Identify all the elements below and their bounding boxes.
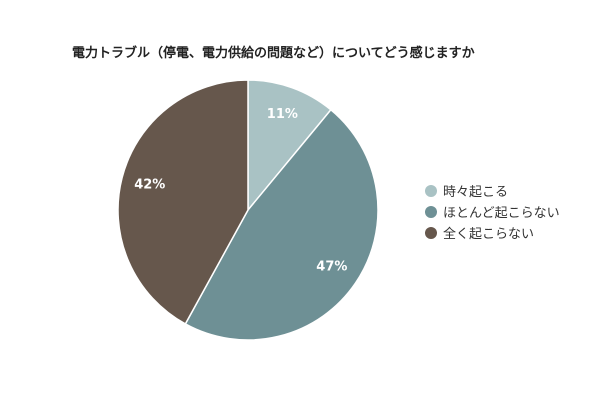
chart-legend: 時々起こる ほとんど起こらない 全く起こらない xyxy=(425,180,560,243)
slice-data-label-2: 42% xyxy=(134,177,165,192)
legend-swatch-1 xyxy=(425,205,437,218)
pie-slice-2[interactable] xyxy=(117,79,249,325)
legend-item[interactable]: 時々起こる xyxy=(425,180,560,201)
slice-data-label-1: 47% xyxy=(316,259,347,274)
slice-data-label-0: 11% xyxy=(267,107,298,122)
legend-label: 全く起こらない xyxy=(443,227,535,242)
legend-item[interactable]: ほとんど起こらない xyxy=(425,201,560,222)
pie-slice-1[interactable] xyxy=(184,108,379,341)
legend-label: 時々起こる xyxy=(443,185,509,200)
legend-label: ほとんど起こらない xyxy=(443,206,560,221)
legend-swatch-2 xyxy=(425,226,437,239)
pie-slice-0[interactable] xyxy=(247,79,332,213)
legend-swatch-0 xyxy=(425,184,437,197)
legend-item[interactable]: 全く起こらない xyxy=(425,222,560,243)
chart-title: 電力トラブル（停電、電力供給の問題など）についてどう感じますか xyxy=(72,46,475,61)
